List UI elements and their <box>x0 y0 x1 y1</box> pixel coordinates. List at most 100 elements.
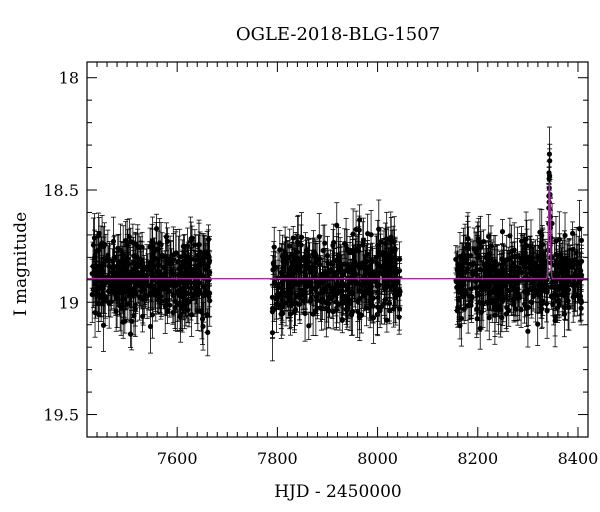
data-point <box>137 274 143 321</box>
data-marker <box>164 238 171 244</box>
data-point <box>163 269 169 295</box>
data-marker <box>355 299 361 305</box>
data-marker <box>303 264 309 270</box>
data-point <box>96 297 102 332</box>
data-point <box>195 281 201 308</box>
data-marker <box>163 279 169 285</box>
data-marker <box>392 294 398 300</box>
data-point <box>96 217 102 250</box>
data-point <box>205 308 211 357</box>
data-point <box>339 307 345 334</box>
data-marker <box>157 293 163 299</box>
data-point <box>164 267 170 305</box>
data-marker <box>163 234 170 240</box>
data-marker <box>353 226 359 233</box>
data-point <box>105 257 112 296</box>
data-marker <box>124 242 130 248</box>
data-point <box>132 281 138 337</box>
data-marker <box>342 241 348 247</box>
data-marker <box>176 289 183 296</box>
data-marker <box>189 235 195 241</box>
data-marker <box>89 291 95 298</box>
data-marker <box>373 254 379 261</box>
data-marker <box>167 302 173 308</box>
data-marker <box>274 294 281 300</box>
data-marker <box>195 291 201 298</box>
data-marker <box>310 311 316 317</box>
data-marker <box>183 268 189 275</box>
chart-title: OGLE-2018-BLG-1507 <box>236 24 440 45</box>
data-marker <box>360 242 366 248</box>
data-marker <box>137 274 144 280</box>
data-point <box>130 263 136 316</box>
data-point <box>130 223 136 262</box>
data-marker <box>108 299 114 305</box>
data-marker <box>100 297 107 303</box>
data-marker <box>149 312 156 318</box>
data-point <box>149 238 156 277</box>
data-marker <box>161 264 167 271</box>
data-marker <box>173 250 179 256</box>
data-marker <box>130 239 136 246</box>
data-marker <box>112 254 118 261</box>
data-marker <box>350 231 356 237</box>
data-point <box>153 264 159 322</box>
data-marker <box>271 261 277 268</box>
data-marker <box>181 286 187 292</box>
data-marker <box>387 268 393 274</box>
data-marker <box>368 232 374 238</box>
data-marker <box>125 261 131 267</box>
data-marker <box>277 247 283 253</box>
data-marker <box>337 266 343 272</box>
data-marker <box>158 242 164 248</box>
data-marker <box>183 290 190 297</box>
data-point <box>147 227 153 266</box>
data-marker <box>295 255 301 262</box>
data-marker <box>313 279 319 285</box>
data-marker <box>149 255 156 261</box>
data-marker <box>294 249 300 255</box>
data-marker <box>269 330 276 336</box>
data-marker <box>313 252 319 258</box>
data-marker <box>318 298 325 305</box>
data-marker <box>360 260 366 266</box>
data-point <box>192 229 198 261</box>
data-point <box>96 268 103 306</box>
data-point <box>93 264 99 313</box>
data-point <box>101 236 107 290</box>
data-point <box>134 241 140 273</box>
data-marker <box>356 280 362 286</box>
data-marker <box>93 285 99 291</box>
data-marker <box>145 282 152 288</box>
data-marker <box>291 301 298 307</box>
data-marker <box>105 273 112 280</box>
data-point <box>115 251 121 293</box>
data-marker <box>177 314 183 320</box>
data-marker <box>96 311 102 318</box>
data-point <box>196 219 202 271</box>
data-marker <box>477 325 483 332</box>
data-marker <box>134 254 140 260</box>
data-marker <box>147 244 153 250</box>
data-marker <box>343 293 349 300</box>
data-point <box>189 225 195 251</box>
data-marker <box>285 282 291 288</box>
data-marker <box>122 296 128 302</box>
data-marker <box>333 289 340 295</box>
data-marker <box>298 242 304 248</box>
data-marker <box>465 235 471 242</box>
data-marker <box>155 273 161 279</box>
data-marker <box>288 265 294 271</box>
data-marker <box>317 261 323 268</box>
data-marker <box>200 323 206 329</box>
data-marker <box>201 252 207 258</box>
data-marker <box>172 283 179 289</box>
data-marker <box>324 275 331 281</box>
data-marker <box>306 277 312 283</box>
data-marker <box>191 280 197 286</box>
data-marks <box>87 126 588 362</box>
data-marker <box>314 257 320 263</box>
data-point <box>183 268 190 319</box>
data-marker <box>349 291 355 297</box>
data-marker <box>192 242 198 248</box>
